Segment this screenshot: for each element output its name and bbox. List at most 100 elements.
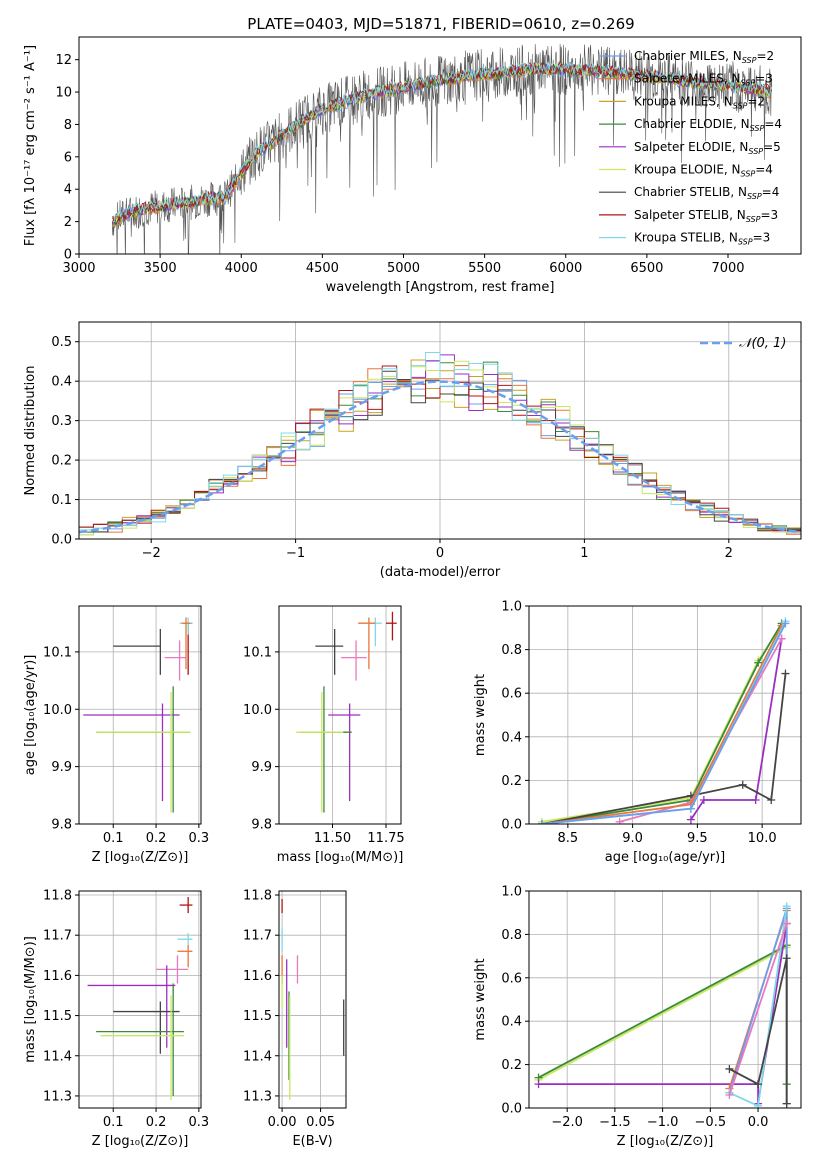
legend-count: =2 (756, 49, 774, 63)
spectrum-frame (78, 36, 802, 255)
model-line-kroupa-stelib (112, 60, 772, 223)
spectrum-legend: Chabrier MILES, NSSP=2 Salpeter MILES, NS… (599, 49, 782, 247)
weight-marker (767, 796, 776, 805)
mass-vs-Z-plot (87, 897, 193, 1100)
mass-weight-vs-age-panel: 8.5 9.0 9.5 10.0 0.0 0.2 0.4 0.6 0.8 1.0 age [log₁… (473, 600, 802, 865)
spectrum-xtick-label: 6000 (549, 261, 582, 276)
weight-marker (782, 954, 791, 963)
mass-weight-vs-Z-ytick-label: 0.4 (501, 1015, 522, 1030)
age-vs-mass-frame (278, 605, 402, 825)
legend-subscript: SSP (750, 124, 765, 133)
legend-entry: Salpeter ELODIE, NSSP=5 (634, 140, 781, 156)
mass-vs-Z-xtick-label: 0.1 (103, 1115, 124, 1130)
legend-subscript: SSP (748, 147, 763, 156)
legend-subscript: SSP (746, 215, 761, 224)
mass-vs-Z-ytick-label: 11.6 (43, 969, 72, 984)
mass-vs-Z-ytick-label: 11.5 (43, 1009, 72, 1024)
legend-count: =3 (760, 208, 778, 222)
weight-marker (725, 1064, 734, 1073)
mass-vs-EBV-panel: 0.00 0.05 11.3 11.4 11.5 11.6 11.7 11.8 E(B-V) (243, 889, 347, 1149)
mass-weight-vs-Z-xtick-label: −1.0 (647, 1115, 679, 1130)
mass-weight-vs-Z-panel: −2.0 −1.5 −1.0 −0.5 0.0 0.0 0.2 0.4 0.6 0.8 1.0 Z [… (473, 885, 802, 1149)
legend-subscript: SSP (733, 101, 748, 110)
spectrum-ytick-label: 12 (55, 53, 72, 68)
legend-count: =4 (764, 117, 782, 131)
age-vs-Z-ylabel: age [log₁₀(age/yr)] (23, 655, 38, 776)
spectrum-ytick-label: 4 (64, 183, 72, 198)
weight-marker (754, 1080, 763, 1089)
mass-vs-Z-panel: 0.1 0.2 0.3 11.3 11.4 11.5 11.6 11.7 11.8 Z [log₁… (23, 889, 209, 1149)
spectrum-ytick-label: 0 (64, 248, 72, 263)
age-vs-mass-ytick-label: 10.1 (243, 645, 272, 660)
mass-weight-vs-age-overlay: 8.5 9.0 9.5 10.0 0.0 0.2 0.4 0.6 0.8 1.0 age [log₁… (473, 600, 802, 865)
residuals-panel: −2 −1 0 1 2 0.0 0.1 0.2 0.3 0.4 0.5 (data-model)/er… (23, 321, 802, 580)
mass-weight-vs-Z-overlay: −2.0 −1.5 −1.0 −0.5 0.0 0.0 0.2 0.4 0.6 0.8 1.0 Z [… (473, 885, 802, 1149)
mass-vs-EBV-ytick-label: 11.6 (243, 969, 272, 984)
residuals-xtick-label: 2 (725, 546, 733, 561)
weight-marker (686, 815, 695, 824)
weight-line (728, 958, 788, 1104)
age-vs-mass-xlabel: mass [log₁₀(M/M⊙)] (277, 850, 404, 865)
legend-entry: Kroupa MILES, NSSP=2 (634, 94, 765, 110)
mass-weight-vs-age-xtick-label: 9.5 (687, 831, 708, 846)
weight-marker (782, 919, 791, 928)
mass-weight-vs-age-frame (528, 605, 802, 825)
residuals-ytick-label: 0.3 (51, 414, 72, 429)
weight-marker (782, 1099, 791, 1108)
residuals-ytick-label: 0.4 (51, 375, 72, 390)
mass-weight-vs-Z-frame (528, 890, 802, 1109)
mass-vs-EBV-ytick-label: 11.3 (243, 1089, 272, 1104)
weight-marker (738, 780, 747, 789)
weight-marker (537, 820, 546, 824)
residuals-xtick-label: −1 (286, 546, 305, 561)
mass-vs-Z-xtick-label: 0.3 (189, 1115, 210, 1130)
residuals-overlay: −2 −1 0 1 2 0.0 0.1 0.2 0.3 0.4 0.5 (data-model)/er… (23, 321, 802, 580)
spectrum-xtick-label: 5000 (387, 261, 420, 276)
age-vs-mass-overlay: 11.50 11.75 9.8 9.9 10.0 10.1 mass [log₁₀(M/M⊙… (243, 605, 405, 865)
mass-vs-Z-ytick-label: 11.4 (43, 1049, 72, 1064)
mass-weight-vs-Z-xlabel: Z [log₁₀(Z/Z⊙)] (617, 1134, 714, 1149)
spectrum-xtick-label: 3500 (144, 261, 177, 276)
mass-weight-vs-Z-ytick-label: 1.0 (501, 885, 522, 900)
mass-weight-vs-Z-ytick-label: 0.8 (501, 928, 522, 943)
mass-vs-Z-frame (78, 890, 202, 1109)
weight-marker (686, 804, 695, 813)
weight-line (541, 625, 783, 823)
weight-marker (754, 1101, 763, 1108)
age-vs-Z-ytick-label: 9.8 (51, 818, 72, 833)
legend-subscript: SSP (741, 79, 756, 88)
weight-line (541, 625, 783, 824)
mass-weight-vs-Z-plot (534, 902, 791, 1108)
mass-weight-vs-age-ytick-label: 0.8 (501, 643, 522, 658)
mass-vs-EBV-ytick-label: 11.5 (243, 1009, 272, 1024)
mass-weight-vs-Z-ylabel: mass weight (473, 958, 488, 1040)
weight-marker (725, 1090, 734, 1099)
mass-vs-EBV-ytick-label: 11.7 (243, 929, 272, 944)
mass-vs-Z-xlabel: Z [log₁₀(Z/Z⊙)] (92, 1134, 189, 1149)
weight-line (728, 923, 788, 1096)
legend-count: =2 (747, 94, 765, 108)
age-vs-Z-plot (83, 617, 193, 813)
age-vs-Z-overlay: 0.1 0.2 0.3 9.8 9.9 10.0 10.1 Z [log₁₀(Z/Z⊙)] ag… (23, 605, 209, 865)
model-line-salpeter-stelib (112, 60, 772, 223)
spectrum-ytick-label: 8 (64, 118, 72, 133)
spectrum-xtick-label: 7000 (711, 261, 744, 276)
legend-subscript: SSP (741, 170, 756, 179)
spectrum-xlabel: wavelength [Angstrom, rest frame] (326, 280, 555, 295)
spectrum-overlay: 3000 3500 4000 4500 5000 5500 6000 6500 7000 0 2 4 6… (23, 36, 802, 295)
mass-weight-vs-Z-ytick-label: 0.0 (501, 1102, 522, 1117)
age-vs-Z-ytick-label: 10.0 (43, 703, 72, 718)
mass-vs-EBV-frame (278, 890, 347, 1109)
residuals-xtick-label: 1 (580, 546, 588, 561)
figure-title: PLATE=0403, MJD=51871, FIBERID=0610, z=0… (247, 15, 634, 33)
spectrum-ylabel: Flux [fλ 10⁻¹⁷ erg cm⁻² s⁻¹ A⁻¹] (23, 45, 38, 246)
age-vs-Z-xtick-label: 0.1 (103, 831, 124, 846)
mass-weight-vs-Z-xtick-label: −0.5 (695, 1115, 727, 1130)
mass-weight-vs-age-xtick-label: 10.0 (748, 831, 777, 846)
age-vs-mass-xtick-label: 11.50 (314, 831, 351, 846)
weight-marker (777, 634, 786, 643)
legend-count: =3 (753, 231, 771, 245)
legend-entry: Kroupa ELODIE, NSSP=4 (634, 163, 773, 179)
spectrum-xtick-label: 4500 (306, 261, 339, 276)
legend-entry: Chabrier ELODIE, NSSP=4 (634, 117, 782, 133)
